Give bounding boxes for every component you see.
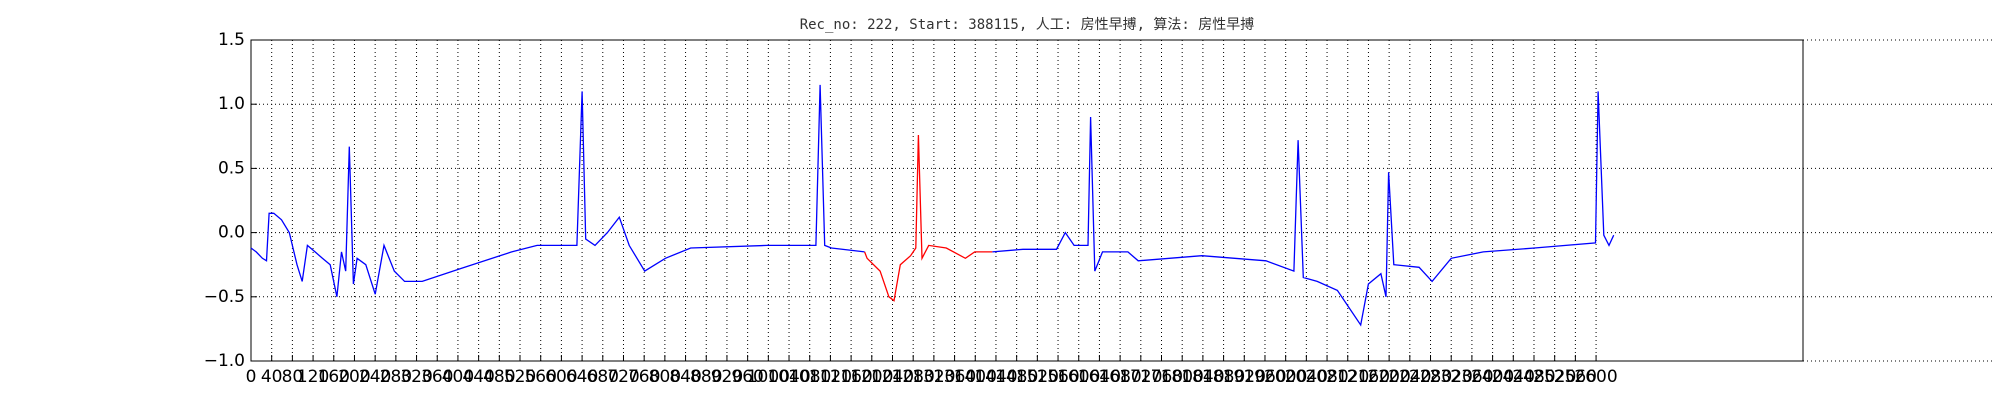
- y-tick-label: −1.0: [204, 351, 245, 371]
- x-tick-label: 40: [261, 367, 283, 387]
- x-tick-label: 1920: [1223, 367, 1266, 387]
- x-tick-label: 760: [628, 367, 660, 387]
- x-tick-label: 1800: [1161, 367, 1204, 387]
- x-tick-label: 360: [421, 367, 453, 387]
- plot-frame: [250, 39, 1804, 362]
- x-tick-label: 920: [711, 367, 743, 387]
- x-tick-label: 600: [545, 367, 577, 387]
- x-tick-label: 1520: [1016, 367, 1059, 387]
- x-tick-label: 720: [607, 367, 639, 387]
- x-tick-label: 2480: [1512, 367, 1555, 387]
- x-tick-label: 2040: [1285, 367, 1328, 387]
- x-tick-label: 400: [442, 367, 474, 387]
- x-tick-label: 800: [649, 367, 681, 387]
- y-tick-label: 1.5: [218, 30, 245, 50]
- x-tick-label: 0: [246, 367, 257, 387]
- x-tick-label: 2200: [1368, 367, 1411, 387]
- y-tick-label: 0.0: [218, 223, 245, 243]
- x-tick-label: 640: [566, 367, 598, 387]
- x-tick-label: 1560: [1036, 367, 1079, 387]
- x-tick-label: 1080: [788, 367, 831, 387]
- x-tick-label: 80: [282, 367, 304, 387]
- x-tick-label: 280: [380, 367, 412, 387]
- series-line: [863, 134, 993, 302]
- chart-title: Rec_no: 222, Start: 388115, 人工: 房性早搏, 算法…: [800, 16, 1255, 33]
- x-tick-label: 480: [483, 367, 515, 387]
- x-tick-label: 1280: [892, 367, 935, 387]
- x-tick-label: 2560: [1554, 367, 1597, 387]
- x-tick-label: 1880: [1202, 367, 1245, 387]
- x-tick-label: 240: [359, 367, 391, 387]
- x-tick-label: 1160: [829, 367, 872, 387]
- x-tick-label: 1600: [1057, 367, 1100, 387]
- x-tick-label: 520: [504, 367, 536, 387]
- x-tick-label: 120: [297, 367, 329, 387]
- x-tick-label: 2080: [1305, 367, 1348, 387]
- x-tick-label: 2360: [1450, 367, 1493, 387]
- x-tick-label: 1960: [1243, 367, 1286, 387]
- x-tick-label: 2000: [1264, 367, 1307, 387]
- x-tick-label: 2600: [1574, 367, 1617, 387]
- x-tick-label: 2320: [1430, 367, 1473, 387]
- x-tick-label: 960: [731, 367, 763, 387]
- x-tick-label: 880: [690, 367, 722, 387]
- x-tick-label: 320: [400, 367, 432, 387]
- x-tick-label: 1440: [974, 367, 1017, 387]
- x-tick-label: 1240: [871, 367, 914, 387]
- x-tick-label: 2280: [1409, 367, 1452, 387]
- x-tick-label: 1200: [850, 367, 893, 387]
- x-tick-label: 1040: [767, 367, 810, 387]
- x-tick-label: 2520: [1533, 367, 1576, 387]
- x-tick-label: 560: [524, 367, 556, 387]
- x-tick-label: 1000: [747, 367, 790, 387]
- x-tick-label: 2120: [1326, 367, 1369, 387]
- x-tick-label: 2440: [1492, 367, 1535, 387]
- series-line: [250, 84, 1615, 327]
- x-tick-label: 1760: [1140, 367, 1183, 387]
- x-tick-label: 200: [338, 367, 370, 387]
- y-tick-label: 0.5: [218, 158, 245, 178]
- x-tick-label: 1360: [933, 367, 976, 387]
- x-tick-label: 1640: [1078, 367, 1121, 387]
- x-tick-label: 1480: [995, 367, 1038, 387]
- x-tick-label: 2240: [1388, 367, 1431, 387]
- x-tick-label: 160: [318, 367, 350, 387]
- x-tick-label: 1320: [912, 367, 955, 387]
- y-tick-label: −0.5: [204, 287, 245, 307]
- x-tick-label: 1840: [1181, 367, 1224, 387]
- x-tick-label: 1680: [1098, 367, 1141, 387]
- x-tick-label: 440: [462, 367, 494, 387]
- x-tick-label: 1120: [809, 367, 852, 387]
- x-tick-label: 2400: [1471, 367, 1514, 387]
- x-tick-label: 1400: [954, 367, 997, 387]
- x-tick-label: 680: [587, 367, 619, 387]
- x-tick-label: 2160: [1347, 367, 1390, 387]
- x-tick-label: 840: [669, 367, 701, 387]
- y-tick-label: 1.0: [218, 94, 245, 114]
- x-tick-label: 1720: [1119, 367, 1162, 387]
